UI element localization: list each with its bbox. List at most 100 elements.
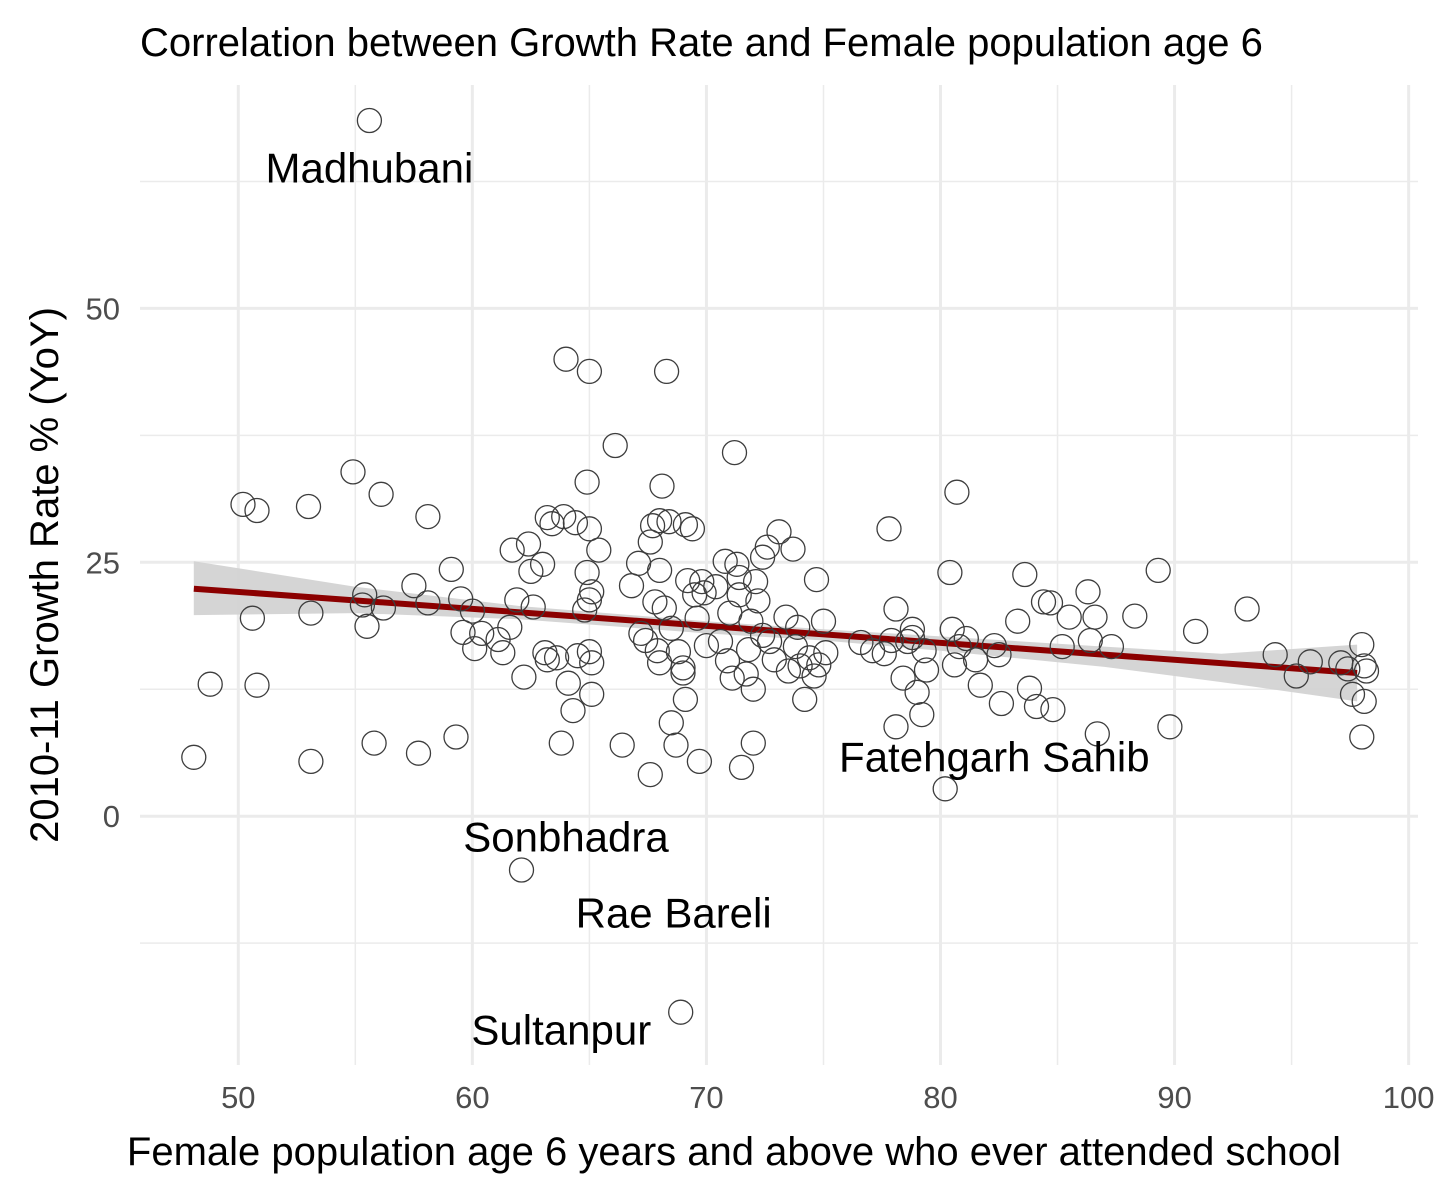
data-point bbox=[721, 439, 748, 466]
data-point bbox=[298, 748, 324, 775]
data-point bbox=[244, 497, 270, 524]
data-point bbox=[520, 594, 546, 620]
data-point bbox=[565, 643, 591, 669]
data-point bbox=[555, 670, 581, 696]
data-point bbox=[1122, 603, 1148, 629]
data-point bbox=[639, 513, 666, 539]
data-point bbox=[871, 641, 897, 667]
data-point bbox=[693, 632, 720, 659]
data-point bbox=[656, 509, 682, 535]
data-point bbox=[1145, 557, 1171, 584]
data-point bbox=[586, 537, 612, 563]
data-point bbox=[754, 534, 780, 560]
data-point bbox=[909, 701, 935, 728]
data-point bbox=[703, 574, 729, 600]
data-point bbox=[670, 655, 696, 681]
data-point bbox=[679, 516, 706, 542]
data-point bbox=[352, 582, 378, 608]
data-point bbox=[562, 510, 589, 536]
data-point bbox=[806, 652, 832, 678]
data-point bbox=[749, 544, 776, 570]
x-tick-label: 90 bbox=[1157, 1080, 1191, 1115]
data-point bbox=[787, 653, 813, 679]
data-point bbox=[415, 503, 441, 530]
data-point bbox=[1157, 714, 1183, 740]
data-point bbox=[1262, 642, 1288, 668]
data-point bbox=[707, 628, 734, 655]
data-point bbox=[883, 714, 909, 740]
data-point bbox=[792, 686, 818, 713]
data-point bbox=[946, 633, 972, 660]
data-point bbox=[1075, 579, 1101, 605]
data-point bbox=[658, 615, 684, 641]
data-point bbox=[766, 519, 792, 545]
data-point bbox=[967, 672, 993, 698]
y-axis-title: 2010-11 Growth Rate % (YoY) bbox=[23, 307, 67, 843]
data-point bbox=[298, 600, 324, 626]
data-point bbox=[415, 590, 441, 616]
point-label: Sultanpur bbox=[471, 1006, 651, 1053]
data-point bbox=[1040, 696, 1066, 723]
data-point bbox=[560, 697, 586, 724]
data-point bbox=[576, 358, 603, 385]
data-point bbox=[717, 600, 743, 626]
data-point bbox=[726, 564, 752, 591]
data-point bbox=[651, 595, 677, 621]
data-point bbox=[689, 568, 715, 595]
minor-gridlines bbox=[140, 85, 1418, 1065]
data-point bbox=[803, 566, 830, 593]
data-point bbox=[361, 730, 387, 756]
data-point bbox=[941, 652, 968, 678]
data-point bbox=[497, 614, 523, 640]
data-point bbox=[878, 627, 905, 654]
data-point bbox=[511, 664, 537, 690]
data-point bbox=[548, 730, 574, 756]
data-point bbox=[658, 710, 684, 736]
data-point bbox=[574, 469, 600, 495]
data-point bbox=[672, 686, 699, 713]
data-point bbox=[1049, 633, 1075, 660]
data-point bbox=[796, 645, 823, 671]
point-label: Sonbhadra bbox=[463, 814, 669, 861]
data-point bbox=[675, 567, 701, 594]
data-point bbox=[543, 645, 570, 671]
data-point bbox=[988, 690, 1015, 717]
data-point bbox=[462, 635, 488, 662]
data-point bbox=[663, 732, 689, 758]
data-point bbox=[726, 582, 752, 608]
data-point bbox=[780, 536, 806, 562]
x-tick-label: 50 bbox=[221, 1080, 255, 1115]
data-point bbox=[438, 556, 464, 583]
data-point bbox=[644, 638, 670, 664]
data-point bbox=[518, 558, 544, 585]
data-point bbox=[672, 512, 699, 538]
data-point bbox=[1012, 561, 1038, 588]
data-point bbox=[1234, 596, 1260, 622]
data-point bbox=[1297, 649, 1323, 675]
data-point bbox=[876, 516, 902, 542]
data-point bbox=[745, 588, 771, 614]
data-point bbox=[653, 358, 680, 385]
data-point bbox=[895, 628, 921, 655]
data-point bbox=[686, 748, 713, 775]
x-axis-tick-labels: 50 60 70 80 90 100 bbox=[221, 1080, 1434, 1115]
data-point bbox=[1182, 618, 1209, 645]
data-point bbox=[579, 579, 605, 605]
chart-title: Correlation between Growth Rate and Fema… bbox=[140, 21, 1263, 65]
data-point bbox=[534, 504, 560, 531]
y-axis-tick-labels: 0 25 50 bbox=[86, 291, 120, 834]
data-point bbox=[937, 559, 963, 586]
data-point bbox=[1016, 675, 1043, 701]
x-tick-label: 70 bbox=[689, 1080, 723, 1115]
data-point bbox=[370, 595, 397, 621]
data-point bbox=[551, 503, 577, 530]
y-tick-label: 25 bbox=[86, 545, 120, 580]
data-point bbox=[1037, 590, 1064, 616]
data-point bbox=[197, 671, 223, 697]
data-point bbox=[576, 516, 603, 542]
data-point bbox=[508, 857, 535, 883]
data-point bbox=[1030, 589, 1057, 615]
data-point bbox=[646, 557, 673, 584]
data-point bbox=[443, 724, 469, 750]
